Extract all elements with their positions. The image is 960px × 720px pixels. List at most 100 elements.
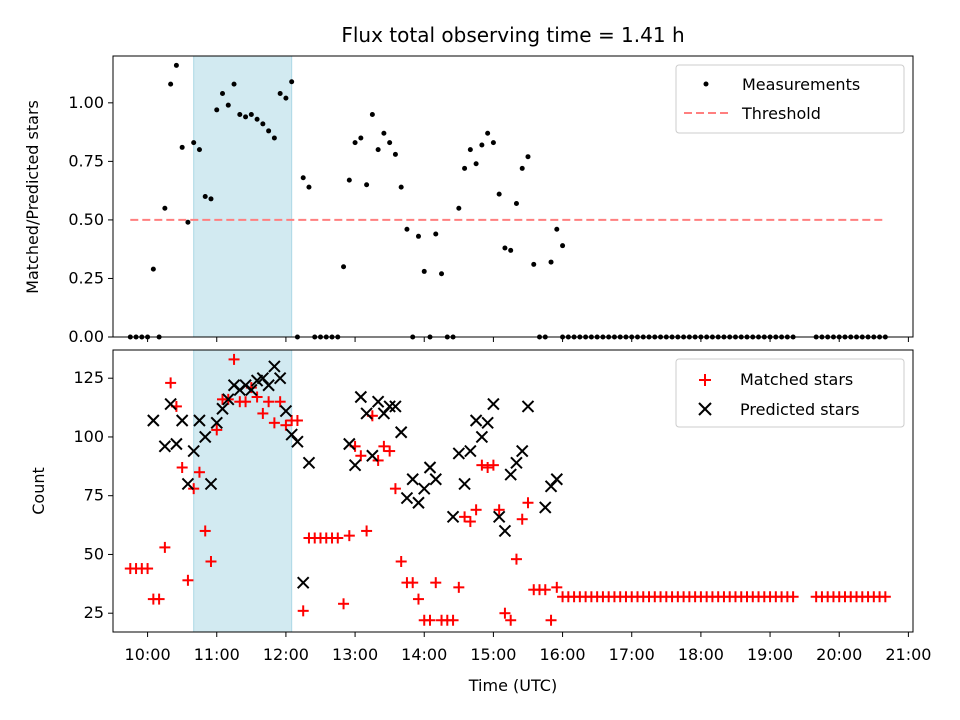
measurement-point — [191, 140, 197, 146]
matched-star-point — [516, 513, 528, 525]
predicted-star-point — [216, 402, 229, 415]
matched-star-point — [482, 462, 494, 473]
legend-predicted-label: Predicted stars — [740, 400, 860, 419]
chart-title: Flux total observing time = 1.41 h — [341, 23, 684, 47]
matched-star-point — [268, 417, 280, 429]
measurement-point — [358, 135, 364, 141]
measurement-point — [485, 130, 491, 136]
predicted-star-point — [504, 468, 517, 481]
bottom-y-axis: 25 50 75 100 125 — [73, 368, 113, 622]
matched-star-point — [142, 563, 154, 575]
measurement-point — [208, 196, 214, 202]
predicted-star-point — [539, 501, 552, 514]
predicted-star-point — [516, 444, 529, 458]
predicted-star-point — [158, 440, 172, 453]
matched-star-point — [378, 440, 390, 452]
predicted-star-point — [550, 473, 564, 486]
matched-star-point — [280, 419, 292, 431]
bottom-y-tick-label: 25 — [84, 603, 104, 622]
matched-star-point — [361, 525, 373, 537]
predicted-star-point — [279, 404, 293, 418]
legend-matched-label: Matched stars — [740, 370, 853, 389]
measurement-point — [467, 147, 473, 153]
matched-star-point — [522, 497, 534, 509]
matched-star-point — [153, 593, 165, 605]
measurement-point — [421, 268, 427, 274]
measurement-point — [254, 116, 260, 122]
predicted-star-point — [262, 379, 275, 392]
predicted-star-point — [175, 414, 189, 427]
matched-star-point — [228, 353, 240, 365]
matched-star-point — [205, 556, 217, 567]
predicted-star-point — [366, 449, 379, 462]
matched-star-point — [251, 391, 263, 403]
predicted-star-point — [452, 447, 466, 460]
matched-star-point — [424, 614, 436, 626]
measurement-point — [231, 81, 237, 87]
bottom-y-tick-label: 75 — [84, 486, 104, 505]
measurement-point — [404, 226, 410, 232]
matched-star-point — [182, 574, 194, 586]
matched-star-point — [389, 483, 401, 495]
bottom-x-tick-label: 21:00 — [885, 645, 931, 664]
predicted-star-point — [458, 477, 471, 491]
predicted-star-point — [492, 510, 506, 524]
measurement-point — [271, 135, 277, 141]
predicted-star-point — [418, 482, 431, 495]
predicted-star-point — [475, 430, 489, 444]
measurement-point — [502, 245, 508, 251]
matched-star-point — [487, 459, 499, 471]
matched-star-point — [355, 450, 367, 462]
matched-star-point — [395, 556, 407, 567]
bottom-y-tick-label: 50 — [84, 544, 104, 563]
predicted-star-point — [302, 456, 316, 470]
predicted-star-point — [245, 383, 258, 397]
matched-star-point — [551, 581, 563, 593]
measurement-point — [548, 259, 554, 265]
matched-star-point — [476, 459, 488, 471]
bottom-x-tick-label: 20:00 — [816, 645, 862, 664]
matched-star-point — [291, 415, 303, 426]
measurement-point — [214, 107, 220, 113]
matched-star-point — [274, 396, 286, 408]
legend-matched-marker — [699, 374, 711, 386]
measurement-point — [513, 201, 519, 207]
measurement-point — [179, 144, 185, 150]
predicted-star-point — [521, 400, 535, 413]
legend-predicted-marker — [698, 402, 712, 416]
measurement-point — [439, 271, 445, 277]
predicted-star-point — [360, 407, 373, 420]
predicted-star-point — [423, 461, 437, 474]
matched-star-point — [159, 541, 171, 553]
measurement-point — [300, 175, 306, 181]
top-y-tick-label: 0.00 — [68, 327, 104, 346]
matched-star-point — [384, 445, 396, 457]
matched-star-point — [493, 504, 505, 516]
predicted-star-point — [291, 435, 304, 448]
matched-star-point — [510, 553, 522, 565]
bottom-highlight-span — [193, 349, 293, 633]
bottom-x-tick-label: 13:00 — [332, 645, 378, 664]
matched-star-point — [343, 530, 355, 542]
measurement-point — [185, 219, 191, 225]
measurement-point — [392, 151, 398, 157]
matched-star-point — [879, 591, 891, 603]
measurement-point — [473, 161, 479, 167]
bottom-marks — [124, 353, 891, 626]
bottom-x-axis: 10:00 11:00 12:00 13:00 14:00 15:00 16:00 17:00… — [125, 632, 931, 664]
measurement-point — [260, 121, 266, 127]
top-y-axis-label: Matched/Predicted stars — [23, 100, 42, 294]
measurement-point — [490, 140, 496, 146]
measurement-point — [341, 264, 347, 270]
bottom-x-tick-label: 12:00 — [263, 645, 309, 664]
bottom-y-tick-label: 100 — [73, 427, 104, 446]
top-y-tick-label: 1.00 — [68, 93, 104, 112]
matched-star-point — [470, 504, 482, 516]
predicted-star-point — [400, 491, 414, 505]
predicted-star-point — [193, 414, 206, 427]
matched-star-point — [297, 605, 309, 617]
measurement-point — [375, 147, 381, 153]
predicted-star-point — [187, 444, 200, 458]
top-highlight-span — [193, 55, 293, 338]
